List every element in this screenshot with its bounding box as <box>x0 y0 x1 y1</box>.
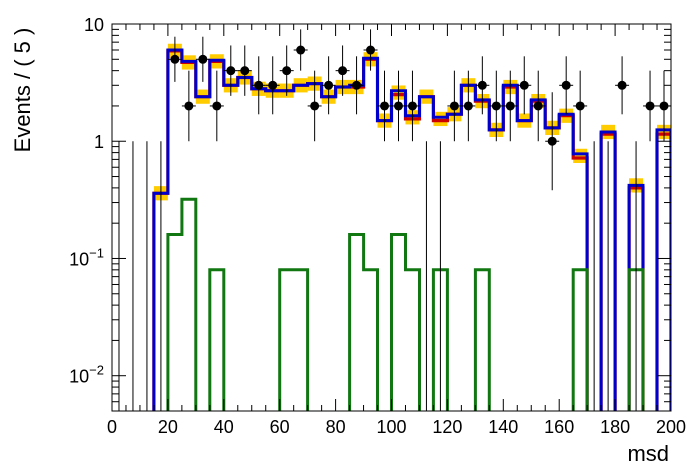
x-tick-label: 100 <box>376 417 406 437</box>
data-point <box>324 80 334 90</box>
data-point <box>212 101 222 111</box>
x-tick-label: 160 <box>544 417 574 437</box>
data-point <box>645 101 655 111</box>
x-tick-label: 80 <box>326 417 346 437</box>
data-point <box>561 80 571 90</box>
data-point <box>575 101 585 111</box>
x-axis-label: msd <box>627 441 669 466</box>
x-tick-label: 60 <box>270 417 290 437</box>
x-tick-label: 40 <box>214 417 234 437</box>
uncertainty-band-bin <box>573 148 588 163</box>
x-tick-label: 0 <box>107 417 117 437</box>
data-point <box>184 101 194 111</box>
histogram-lines-layer <box>152 48 671 411</box>
data-point <box>533 101 543 111</box>
data-point <box>407 101 417 111</box>
data-point <box>491 101 501 111</box>
data-point <box>547 136 557 146</box>
y-tick-label: 10−2 <box>69 363 104 387</box>
data-point <box>617 80 627 90</box>
data-point <box>282 66 292 76</box>
data-point <box>198 54 208 64</box>
data-point <box>226 66 236 76</box>
data-point <box>477 80 487 90</box>
data-point <box>352 80 362 90</box>
axes-layer: 0 20 40 60 80 100 120 140 160 180 200 10 1 10−1 10−2 <box>69 15 686 437</box>
data-point <box>505 101 515 111</box>
x-tick-label: 200 <box>656 417 686 437</box>
x-tick-label: 140 <box>488 417 518 437</box>
data-point <box>338 66 348 76</box>
data-point <box>366 45 376 55</box>
data-point <box>254 80 264 90</box>
data-points-layer <box>118 29 671 411</box>
blue-histogram-line <box>152 48 671 411</box>
data-point <box>170 54 180 64</box>
data-point <box>296 45 306 55</box>
uncertainty-band-bin <box>433 111 448 127</box>
x-tick-label: 180 <box>600 417 630 437</box>
data-point <box>449 101 459 111</box>
y-axis-label: Events / ( 5 ) <box>10 28 35 153</box>
x-tick-label: 120 <box>432 417 462 437</box>
y-tick-label: 10 <box>84 15 104 35</box>
uncertainty-band-layer <box>153 43 671 201</box>
data-point <box>380 101 390 111</box>
data-point <box>463 101 473 111</box>
data-point <box>240 66 250 76</box>
data-point <box>519 80 529 90</box>
data-point <box>393 101 403 111</box>
data-point <box>310 101 320 111</box>
x-tick-label: 20 <box>158 417 178 437</box>
data-point <box>268 80 278 90</box>
y-tick-label: 1 <box>94 132 104 152</box>
green-histogram-line <box>166 197 645 411</box>
y-tick-label: 10−1 <box>69 245 104 269</box>
